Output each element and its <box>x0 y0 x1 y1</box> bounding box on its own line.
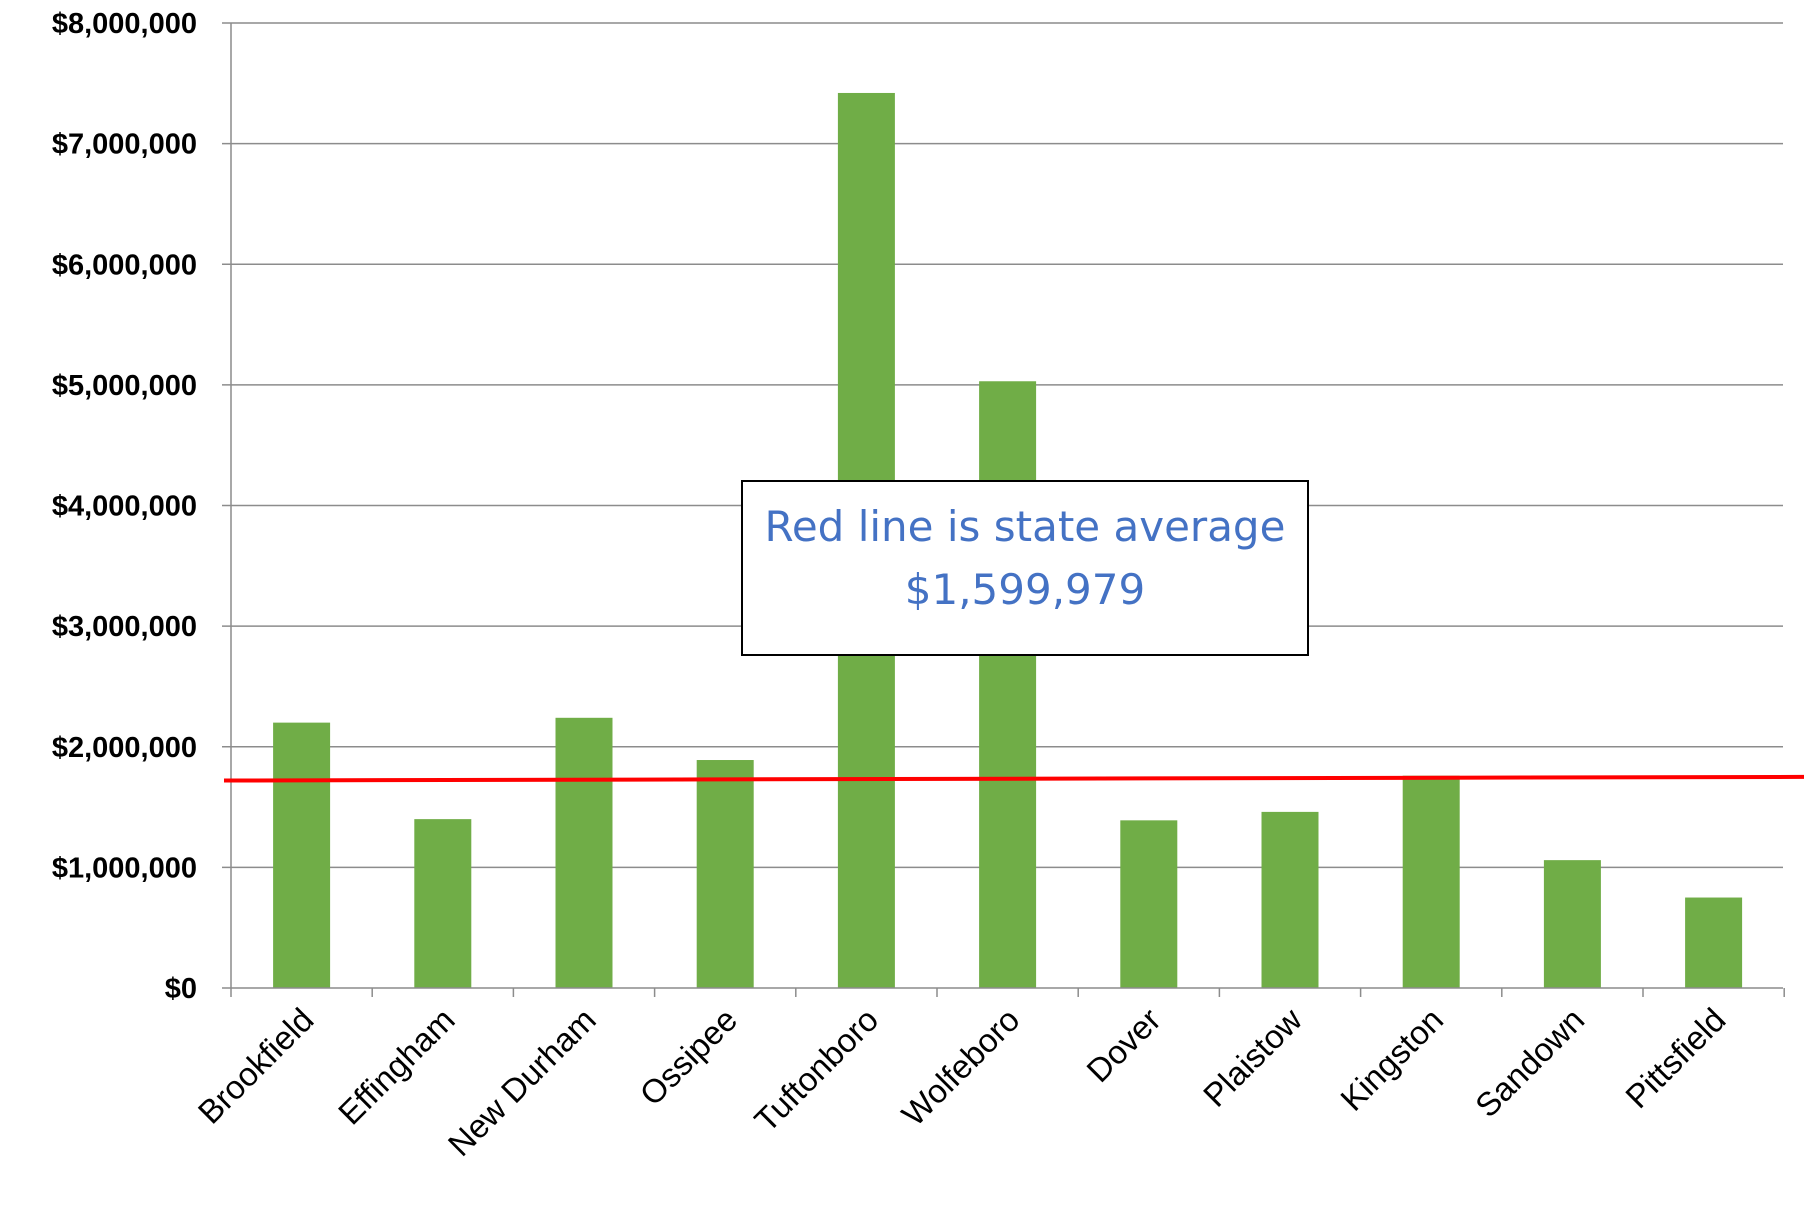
y-tick-label: $5,000,000 <box>52 370 197 402</box>
y-tick-label: $0 <box>165 973 197 1005</box>
bar <box>979 381 1037 989</box>
axes <box>222 22 1785 997</box>
x-tick-label: Dover <box>1079 1001 1167 1089</box>
x-tick-label: Pittsfield <box>1618 1001 1732 1115</box>
state-average-line <box>223 774 1805 783</box>
y-tick-label: $6,000,000 <box>52 249 197 281</box>
x-tick-label: Sandown <box>1468 1001 1591 1124</box>
y-tick-label: $1,000,000 <box>52 852 197 884</box>
x-tick-label: New Durham <box>441 1001 603 1163</box>
x-tick-label: Ossipee <box>632 1001 744 1113</box>
x-tick-label: Brookfield <box>191 1001 321 1131</box>
bar <box>273 722 331 988</box>
x-tick-label: Wolfeboro <box>894 1001 1026 1133</box>
bar <box>1261 811 1319 988</box>
bars <box>273 92 1743 989</box>
x-tick-label: Kingston <box>1333 1001 1450 1118</box>
y-tick-label: $4,000,000 <box>52 491 197 523</box>
annotation-box: Red line is state average $1,599,979 <box>741 480 1309 656</box>
x-tick-label: Tuftonboro <box>747 1001 885 1139</box>
x-tick-label: Plaistow <box>1196 1001 1309 1114</box>
bar <box>1685 897 1743 988</box>
bar <box>1543 860 1601 988</box>
y-tick-labels: $0 $1,000,000 $2,000,000 $3,000,000 $4,000,0… <box>52 8 197 1005</box>
y-tick-label: $8,000,000 <box>52 8 197 40</box>
bar <box>414 819 472 988</box>
y-tick-label: $7,000,000 <box>52 129 197 161</box>
annotation-line-2: $1,599,979 <box>905 565 1145 614</box>
annotation-rect <box>741 480 1309 656</box>
x-tick-label: Effingham <box>331 1001 462 1132</box>
bar <box>555 717 613 988</box>
bar <box>1402 775 1460 988</box>
y-tick-label: $3,000,000 <box>52 611 197 643</box>
annotation-line-1: Red line is state average <box>765 502 1286 551</box>
bar <box>1120 820 1178 988</box>
y-tick-label: $2,000,000 <box>52 732 197 764</box>
bar <box>696 760 754 988</box>
